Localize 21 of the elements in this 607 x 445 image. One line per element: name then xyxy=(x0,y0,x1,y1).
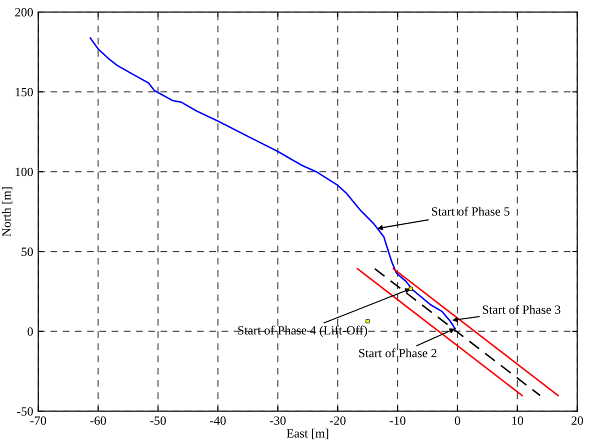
x-tick-label: 0 xyxy=(454,416,460,425)
y-axis-title: North [m] xyxy=(2,187,12,236)
y-tick-label: -50 xyxy=(17,407,33,416)
y-tick-label: 50 xyxy=(22,248,33,256)
annotation: Start of Phase 5 xyxy=(432,206,510,216)
x-tick-label: -70 xyxy=(30,416,46,425)
x-tick-label: 10 xyxy=(512,416,524,425)
y-tick-label: 150 xyxy=(16,88,33,96)
x-axis-title: East [m] xyxy=(286,428,328,440)
annotation: Start of Phase 2 xyxy=(359,348,436,358)
y-tick-label: 0 xyxy=(28,327,33,336)
y-tick-label: 200 xyxy=(15,8,33,16)
y-tick-label: 100 xyxy=(16,168,33,176)
x-tick-label: -10 xyxy=(390,416,406,425)
x-tick-label: -40 xyxy=(210,416,226,425)
annotation: Start of Phase 4 (Lift-Off) xyxy=(238,326,368,338)
x-tick-label: -50 xyxy=(150,416,166,425)
x-tick-label: 20 xyxy=(572,416,584,425)
x-tick-label: -30 xyxy=(270,416,286,425)
x-tick-label: -60 xyxy=(90,416,106,425)
x-tick-label: -20 xyxy=(330,416,346,425)
